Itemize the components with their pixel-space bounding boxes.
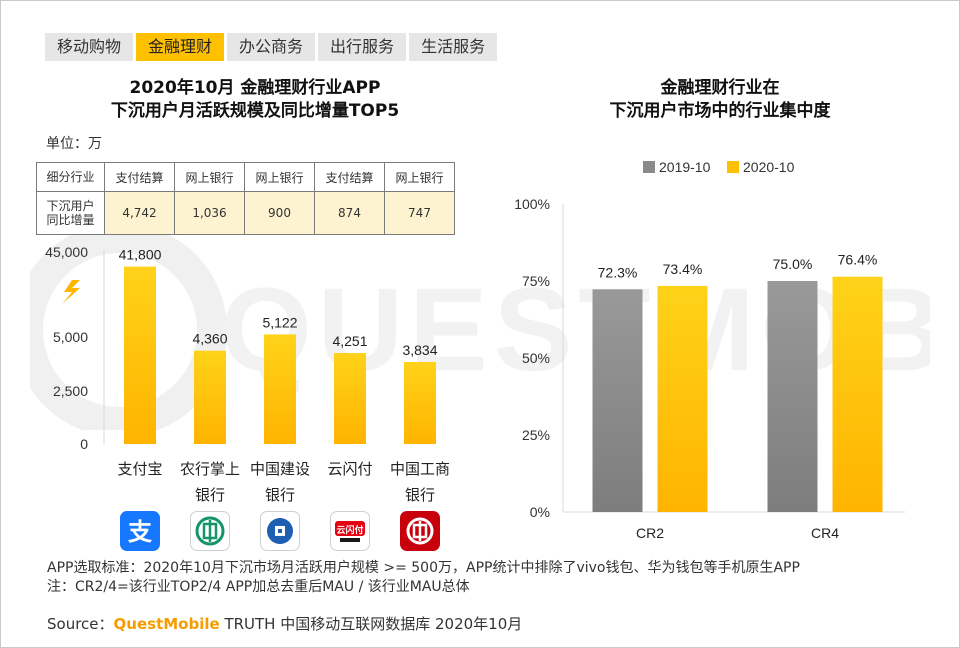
- left-bar: [334, 353, 366, 444]
- legend-swatch: [643, 161, 655, 173]
- left-category-label: 银行: [405, 487, 435, 504]
- table-cell: 1,036: [174, 191, 245, 235]
- table-cell: 网上银行: [384, 162, 455, 192]
- left-bar: [404, 361, 436, 444]
- left-chart-title: 2020年10月 金融理财行业APP 下沉用户月活跃规模及同比增量TOP5: [110, 78, 400, 121]
- right-y-tick-label: 25%: [522, 427, 550, 443]
- category-tabs: 移动购物 金融理财 办公商务 出行服务 生活服务: [45, 33, 498, 61]
- right-bar-2019-10: [592, 289, 643, 512]
- source-rest: TRUTH 中国移动互联网数据库 2020年10月: [219, 615, 523, 633]
- right-bar-2019-10: [767, 281, 818, 512]
- source-prefix: Source：: [47, 615, 114, 633]
- right-bar-2020-10: [657, 285, 708, 512]
- left-category-label: 银行: [265, 487, 295, 504]
- left-category-label: 支付宝: [117, 461, 162, 478]
- left-y-tick-label: 5,000: [53, 329, 88, 345]
- legend-label: 2020-10: [743, 159, 795, 175]
- unionpay-cloud-icon: 云闪付: [330, 511, 370, 551]
- left-y-tick-label: 45,000: [45, 244, 88, 260]
- left-bar-value-label: 4,251: [332, 333, 367, 349]
- tab-4[interactable]: 出行服务: [318, 33, 407, 61]
- tab-3[interactable]: 办公商务: [227, 33, 316, 61]
- tab-1[interactable]: 移动购物: [45, 33, 134, 61]
- source-brand: QuestMobile: [113, 615, 220, 633]
- source-line: Source：QuestMobile TRUTH 中国移动互联网数据库 2020…: [47, 613, 522, 634]
- right-y-tick-label: 100%: [514, 196, 550, 212]
- right-bar-2020-10: [832, 276, 883, 512]
- ccb-icon: [260, 511, 300, 551]
- icbc-icon: [400, 511, 440, 551]
- left-category-label: 中国建设: [250, 461, 310, 478]
- left-bar-value-label: 41,800: [119, 247, 162, 263]
- right-bar-value-label: 75.0%: [773, 256, 813, 272]
- left-y-tick-label: 0: [80, 436, 88, 452]
- svg-text:云闪付: 云闪付: [336, 524, 363, 536]
- left-category-label: 云闪付: [327, 461, 372, 478]
- unit-label: 单位：万: [46, 136, 102, 152]
- table-header-line: 下沉用户: [46, 199, 95, 213]
- note-selection-criteria: APP选取标准：2020年10月下沉市场月活跃用户规模 >= 500万，APP统…: [47, 560, 800, 576]
- axis-break-icon: [62, 280, 80, 304]
- right-y-tick-label: 50%: [522, 350, 550, 366]
- right-bar-value-label: 73.4%: [663, 261, 703, 277]
- right-category-label: CR4: [811, 525, 839, 541]
- legend-label: 2019-10: [659, 159, 711, 175]
- legend-swatch: [727, 161, 739, 173]
- table-cell: 支付结算: [104, 162, 175, 192]
- left-bar-value-label: 3,834: [402, 342, 437, 358]
- note-cr-definition: 注：CR2/4=该行业TOP2/4 APP加总去重后MAU / 该行业MAU总体: [47, 579, 470, 595]
- table-cell: 网上银行: [244, 162, 315, 192]
- right-chart-title: 金融理财行业在 下沉用户市场中的行业集中度: [609, 78, 831, 121]
- alipay-icon: 支: [120, 511, 160, 551]
- right-bar-value-label: 72.3%: [598, 264, 638, 280]
- table-cell: 874: [314, 191, 385, 235]
- left-bar-value-label: 5,122: [262, 314, 297, 330]
- left-category-label: 中国工商: [390, 461, 450, 478]
- left-bar: [194, 350, 226, 444]
- right-y-tick-label: 75%: [522, 273, 550, 289]
- table-cell: 4,742: [104, 191, 175, 235]
- tab-5[interactable]: 生活服务: [409, 33, 498, 61]
- right-y-tick-label: 0%: [530, 504, 550, 520]
- left-category-label: 农行掌上: [180, 461, 240, 478]
- right-bar-value-label: 76.4%: [838, 252, 878, 268]
- svg-text:支: 支: [128, 518, 153, 546]
- left-bar: [264, 334, 296, 444]
- table-cell: 747: [384, 191, 455, 235]
- table-header-line: 同比增量: [46, 213, 95, 227]
- table-header-increment: 下沉用户 同比增量: [36, 191, 105, 235]
- left-bar-value-label: 4,360: [192, 331, 227, 347]
- left-category-label: 银行: [195, 487, 225, 504]
- abc-bank-icon: [190, 511, 230, 551]
- left-y-tick-label: 2,500: [53, 383, 88, 399]
- left-bar: [124, 266, 156, 444]
- table-cell: 网上银行: [174, 162, 245, 192]
- yoy-increment-table: 细分行业 支付结算 网上银行 网上银行 支付结算 网上银行 下沉用户 同比增量 …: [36, 162, 455, 235]
- tab-2[interactable]: 金融理财: [136, 33, 225, 61]
- right-category-label: CR2: [636, 525, 664, 541]
